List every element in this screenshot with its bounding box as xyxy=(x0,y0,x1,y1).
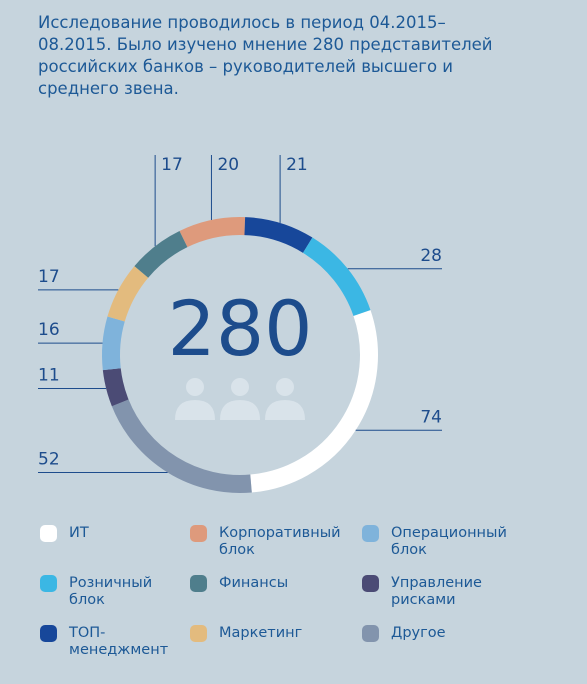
value-label: 17 xyxy=(38,267,60,287)
value-label: 16 xyxy=(38,320,60,340)
legend-label: Розничный блок xyxy=(69,575,153,608)
legend-item: Операционный блок xyxy=(362,525,521,559)
legend-swatch xyxy=(40,575,57,592)
donut-segment xyxy=(302,237,371,317)
people-icons xyxy=(175,378,305,420)
legend-item: Розничный блок xyxy=(40,575,169,609)
donut-segment xyxy=(134,230,188,278)
donut-segment xyxy=(102,367,129,407)
donut-segment xyxy=(179,217,246,248)
legend-swatch xyxy=(190,575,207,592)
legend-item: ИТ xyxy=(40,525,169,542)
legend-item: Управление рисками xyxy=(362,575,521,609)
legend-item: Корпоративный блок xyxy=(190,525,349,559)
legend-swatch xyxy=(40,525,57,542)
value-label: 17 xyxy=(161,155,183,175)
legend-swatch xyxy=(190,525,207,542)
legend-label: Управление рисками xyxy=(391,575,482,608)
legend-label: Маркетинг xyxy=(219,625,303,641)
title: Исследование проводилось в период 04.201… xyxy=(38,13,493,98)
center-total: 280 xyxy=(167,284,312,373)
legend-label: Другое xyxy=(391,625,446,641)
donut-segment xyxy=(102,316,125,371)
legend-item: Финансы xyxy=(190,575,349,592)
donut-segment xyxy=(111,399,252,493)
legend-swatch xyxy=(190,625,207,642)
value-label: 11 xyxy=(38,365,60,385)
legend-label: Операционный блок xyxy=(391,525,507,558)
legend-label: ТОП-менеджмент xyxy=(69,625,169,658)
legend-item: Другое xyxy=(362,625,521,642)
value-label: 28 xyxy=(420,246,442,266)
value-label: 21 xyxy=(286,155,308,175)
legend-swatch xyxy=(362,575,379,592)
legend-swatch xyxy=(40,625,57,642)
legend-swatch xyxy=(362,625,379,642)
donut-segment xyxy=(244,217,313,253)
value-label: 74 xyxy=(420,407,442,427)
value-label: 20 xyxy=(217,155,239,175)
value-label: 52 xyxy=(38,449,60,469)
legend-item: Маркетинг xyxy=(190,625,349,642)
legend-swatch xyxy=(362,525,379,542)
legend-label: Корпоративный блок xyxy=(219,525,341,558)
donut-segment xyxy=(250,310,378,493)
legend-item: ТОП-менеджмент xyxy=(40,625,169,659)
legend-label: Финансы xyxy=(219,575,289,591)
donut-segment xyxy=(107,266,149,322)
legend-label: ИТ xyxy=(69,525,89,541)
